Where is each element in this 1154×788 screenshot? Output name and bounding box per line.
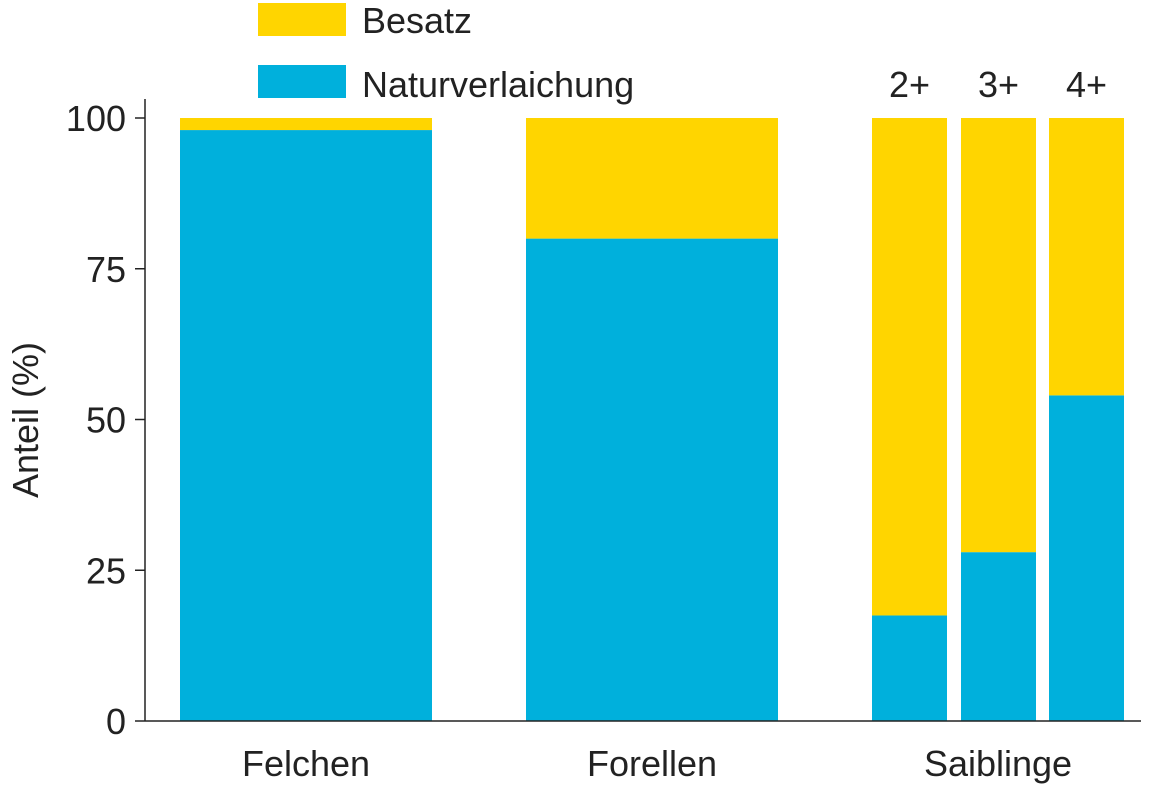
bar-age-label-4: 3+	[978, 64, 1019, 105]
legend-swatch-besatz	[258, 3, 346, 36]
x-axis: Felchen Forellen Saiblinge	[145, 720, 1141, 784]
bar-age-label-5: 4+	[1066, 64, 1107, 105]
bar-naturverlaichung-2	[526, 238, 778, 721]
legend: Besatz Naturverlaichung	[258, 0, 634, 105]
bar-besatz-1	[180, 118, 432, 131]
bars	[180, 118, 1124, 721]
y-tick-label-25: 25	[86, 550, 126, 591]
plot-area: 2+ 3+ 4+	[180, 64, 1124, 721]
bar-besatz-4	[961, 118, 1036, 553]
bar-naturverlaichung-1	[180, 130, 432, 721]
legend-label-besatz: Besatz	[362, 0, 472, 41]
y-axis-label: Anteil (%)	[5, 342, 46, 498]
x-label-felchen: Felchen	[242, 743, 370, 784]
x-label-saiblinge: Saiblinge	[924, 743, 1072, 784]
bar-labels: 2+ 3+ 4+	[889, 64, 1107, 105]
x-label-forellen: Forellen	[587, 743, 717, 784]
y-tick-label-0: 0	[106, 701, 126, 742]
y-tick-label-100: 100	[66, 98, 126, 139]
bar-besatz-3	[872, 118, 947, 616]
bar-naturverlaichung-5	[1049, 395, 1124, 721]
bar-besatz-5	[1049, 118, 1124, 396]
x-labels: Felchen Forellen Saiblinge	[242, 743, 1072, 784]
y-ticks: 0 25 50 75 100	[66, 98, 145, 742]
bar-naturverlaichung-4	[961, 552, 1036, 721]
y-tick-label-75: 75	[86, 249, 126, 290]
legend-swatch-naturverlaichung	[258, 65, 346, 98]
bar-age-label-3: 2+	[889, 64, 930, 105]
y-tick-label-50: 50	[86, 400, 126, 441]
bar-besatz-2	[526, 118, 778, 239]
bar-naturverlaichung-3	[872, 615, 947, 721]
y-axis: 0 25 50 75 100 Anteil (%)	[5, 98, 146, 742]
legend-label-naturverlaichung: Naturverlaichung	[362, 64, 634, 105]
